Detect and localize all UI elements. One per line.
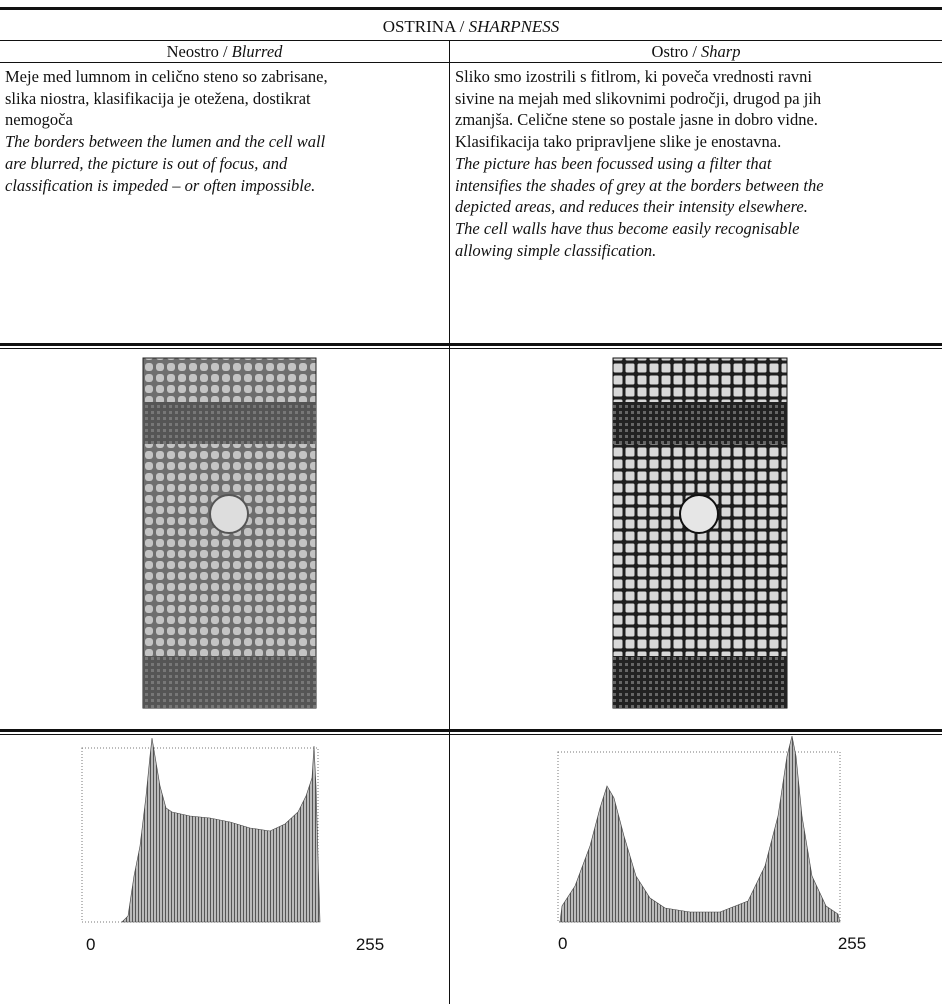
column-heading: Ostro / Sharp [450, 41, 942, 62]
column-heading: Neostro / Blurred [0, 41, 449, 62]
heading-english: Sharp [701, 42, 740, 61]
heading-english: Blurred [232, 42, 283, 61]
x-tick-label: 255 [356, 935, 384, 955]
column-text: Meje med lumnom in celično steno so zabr… [5, 66, 445, 336]
x-tick-label: 0 [86, 935, 95, 955]
table-title: OSTRINA / SHARPNESS [0, 17, 942, 37]
histogram-sharp [558, 736, 840, 922]
text-line-slovene: slika niostra, klasifikacija je otežena,… [5, 88, 311, 110]
text-line-english: depicted areas, and reduces their intens… [455, 196, 808, 218]
page: OSTRINA / SHARPNESS Neostro / Blurred Os… [0, 0, 942, 1004]
text-line-slovene: Sliko smo izostrili s fitlrom, ki poveča… [455, 66, 812, 88]
text-line-slovene: Klasifikacija tako pripravljene slike je… [455, 131, 781, 153]
text-line-english: The borders between the lumen and the ce… [5, 131, 325, 153]
title-slovene: OSTRINA / [383, 17, 465, 36]
text-line-english: The picture has been focussed using a fi… [455, 153, 772, 175]
text-line-slovene: zmanjša. Celične stene so postale jasne … [455, 109, 818, 131]
micrograph-sharp [613, 358, 787, 708]
title-english: SHARPNESS [469, 17, 560, 36]
column-text: Sliko smo izostrili s fitlrom, ki poveča… [455, 66, 940, 336]
x-tick-label: 0 [558, 934, 567, 954]
heading-slovene: Neostro / [167, 42, 228, 61]
text-line-slovene: Meje med lumnom in celično steno so zabr… [5, 66, 328, 88]
text-line-english: intensifies the shades of grey at the bo… [455, 175, 824, 197]
histograms [0, 736, 942, 976]
micrographs [0, 350, 942, 728]
rule [0, 62, 942, 63]
text-line-slovene: sivine na mejah med slikovnimi področji,… [455, 88, 821, 110]
rule [0, 348, 942, 349]
rule [0, 729, 942, 732]
micrograph-blurred [143, 358, 316, 708]
rule [0, 7, 942, 10]
rule [0, 343, 942, 346]
text-line-english: are blurred, the picture is out of focus… [5, 153, 287, 175]
rule [0, 734, 942, 735]
x-tick-label: 255 [838, 934, 866, 954]
text-line-english: allowing simple classification. [455, 240, 656, 262]
text-line-slovene: nemogoča [5, 109, 73, 131]
text-line-english: The cell walls have thus become easily r… [455, 218, 799, 240]
text-line-english: classification is impeded – or often imp… [5, 175, 315, 197]
histogram-blurred [82, 738, 320, 922]
heading-slovene: Ostro / [652, 42, 697, 61]
